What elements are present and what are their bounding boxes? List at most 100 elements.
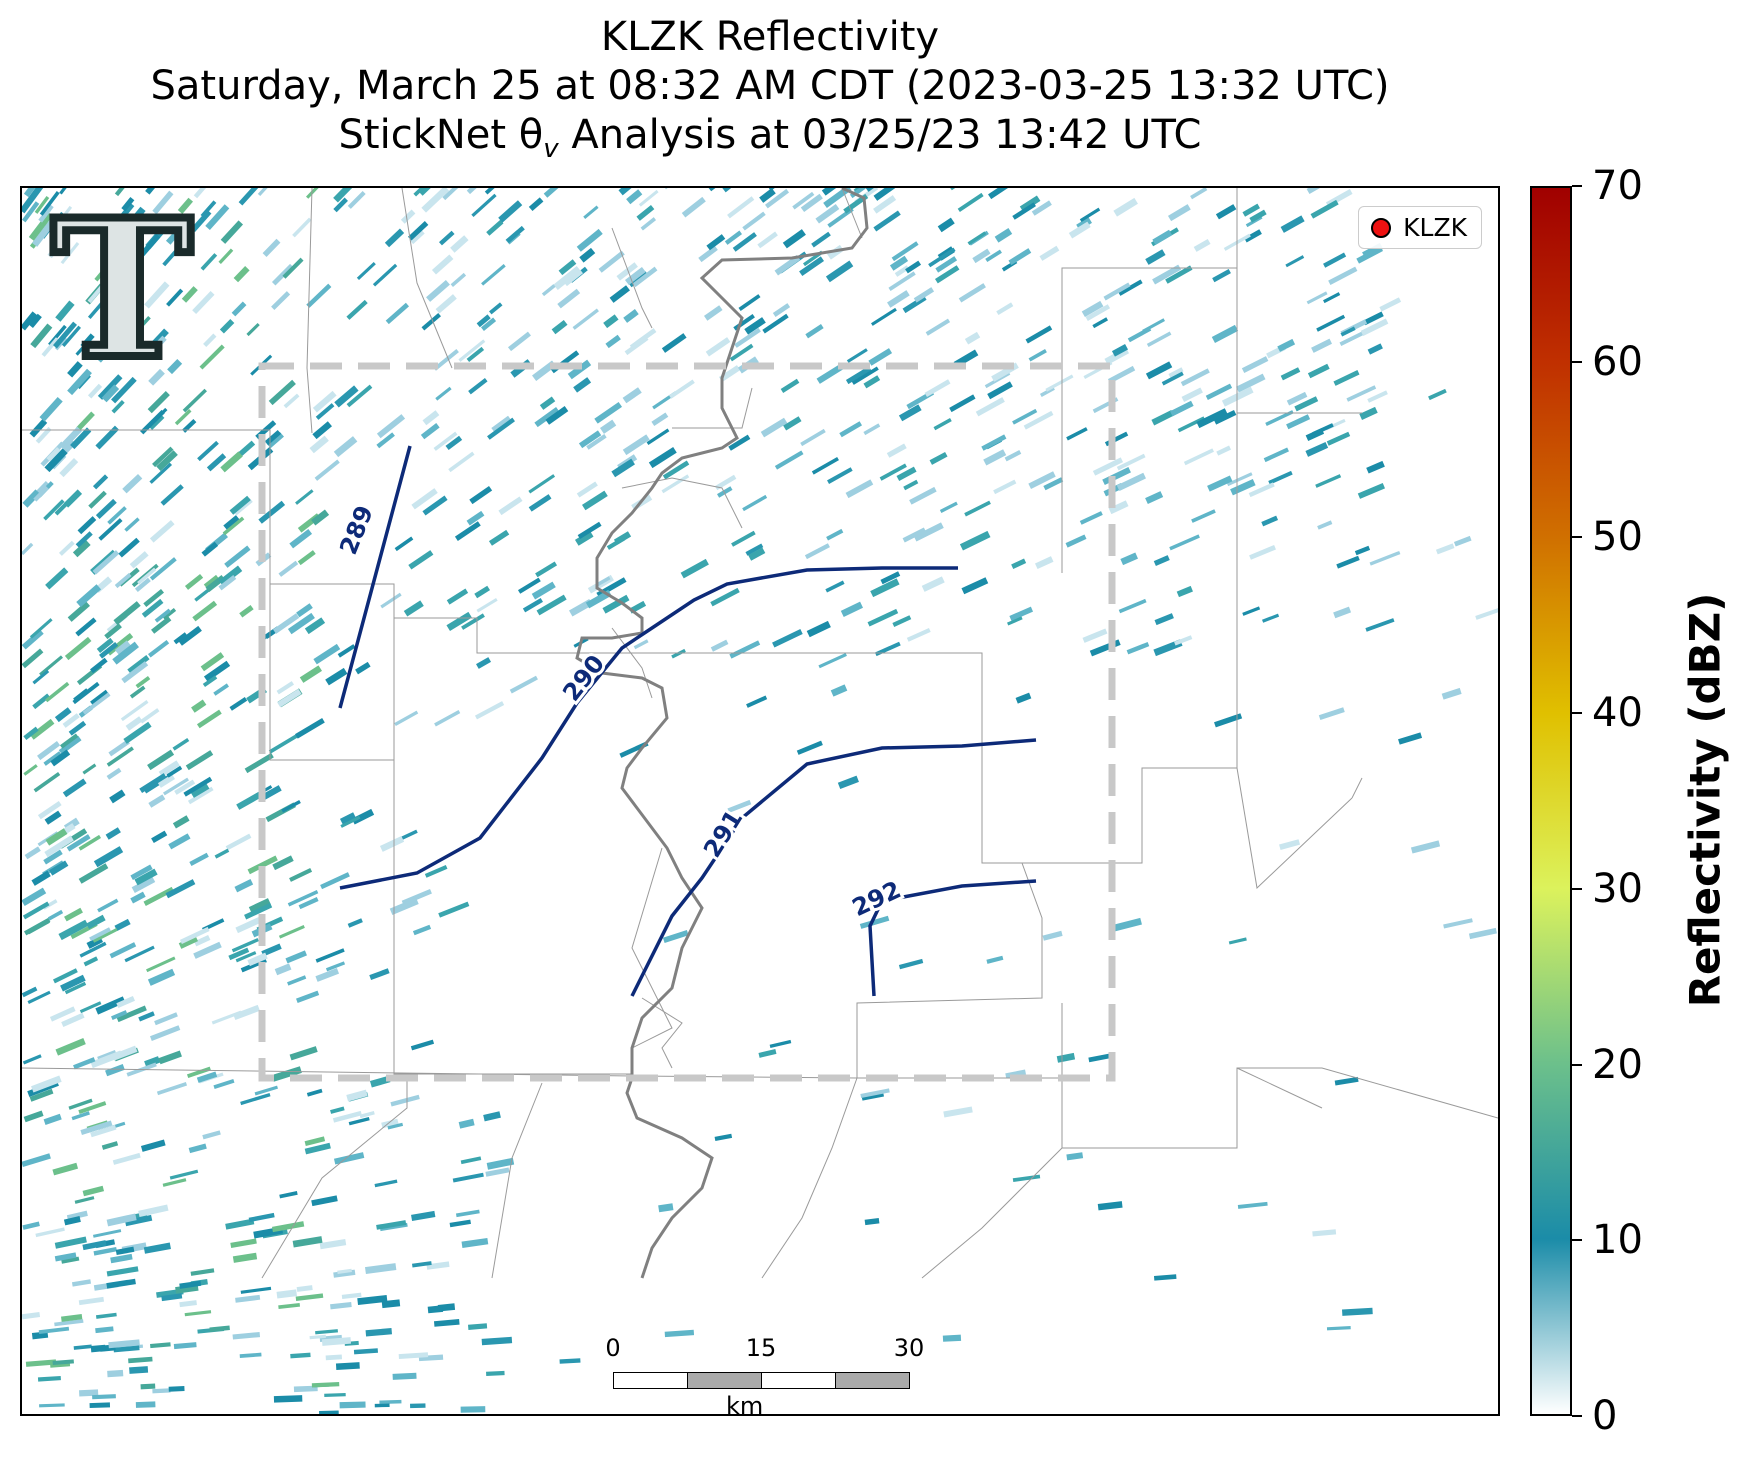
reflectivity-gate	[880, 571, 901, 585]
reflectivity-gate	[928, 247, 956, 268]
reflectivity-gate	[32, 669, 50, 685]
reflectivity-gate	[82, 692, 111, 715]
reflectivity-gate	[1468, 927, 1497, 940]
reflectivity-gate	[1152, 229, 1173, 245]
reflectivity-gate	[996, 302, 1014, 316]
reflectivity-gate	[80, 1120, 113, 1136]
reflectivity-gate	[868, 348, 893, 366]
reflectivity-gate	[411, 1210, 436, 1221]
reflectivity-gate	[225, 1218, 255, 1230]
reflectivity-gate	[806, 620, 831, 638]
reflectivity-gate	[92, 928, 118, 943]
reflectivity-gate	[535, 561, 558, 578]
reflectivity-gate	[1336, 555, 1360, 569]
reflectivity-gate	[662, 460, 690, 480]
reflectivity-gate	[106, 746, 134, 767]
reflectivity-gate	[240, 958, 267, 973]
map-panel[interactable]: 289 290 291 292 KLZK T	[20, 186, 1500, 1416]
reflectivity-gate	[509, 675, 538, 694]
reflectivity-gate	[233, 1004, 260, 1021]
reflectivity-gate	[181, 286, 198, 303]
reflectivity-gate	[320, 872, 350, 890]
reflectivity-gate	[45, 567, 69, 590]
reflectivity-gate	[1180, 368, 1210, 387]
reflectivity-gate	[1228, 937, 1247, 945]
reflectivity-gate	[244, 902, 273, 920]
reflectivity-gate	[780, 378, 800, 393]
reflectivity-gate	[455, 1209, 480, 1218]
reflectivity-gate	[113, 253, 132, 275]
reflectivity-gate	[277, 688, 302, 708]
reflectivity-gate	[517, 577, 541, 594]
reflectivity-gate	[44, 810, 62, 825]
reflectivity-gate	[1265, 410, 1294, 426]
reflectivity-gate	[1475, 608, 1498, 620]
reflectivity-gate	[71, 1279, 92, 1287]
reflectivity-gate	[24, 846, 41, 860]
reflectivity-gate	[118, 202, 135, 221]
reflectivity-gate	[233, 266, 250, 283]
reflectivity-gate	[357, 1294, 388, 1306]
reflectivity-gate	[1118, 279, 1143, 296]
reflectivity-gate	[203, 574, 220, 589]
scale-segment	[687, 1372, 762, 1389]
scale-segment	[761, 1372, 836, 1389]
reflectivity-gate	[390, 1094, 420, 1107]
reflectivity-gate	[811, 231, 831, 248]
reflectivity-field	[22, 188, 1498, 1414]
reflectivity-gate	[902, 295, 927, 314]
reflectivity-gate	[28, 211, 53, 241]
reflectivity-gate	[58, 735, 82, 755]
reflectivity-gate	[111, 1045, 138, 1061]
reflectivity-gate	[774, 450, 804, 470]
reflectivity-gate	[1043, 477, 1064, 491]
reflectivity-gate	[330, 1106, 345, 1114]
reflectivity-gate	[1085, 304, 1111, 321]
reflectivity-gate	[949, 394, 976, 413]
reflectivity-gate	[1116, 472, 1146, 492]
reflectivity-gate	[426, 279, 450, 302]
reflectivity-gate	[73, 1057, 96, 1070]
reflectivity-gate	[1307, 363, 1330, 379]
reflectivity-gate	[1215, 204, 1237, 220]
reflectivity-gate	[418, 188, 431, 196]
reflectivity-gate	[898, 404, 922, 422]
reflectivity-gate	[315, 948, 345, 963]
reflectivity-gate	[861, 1092, 884, 1101]
reflectivity-gate	[827, 467, 853, 485]
reflectivity-gate	[598, 250, 625, 273]
reflectivity-gate	[1216, 445, 1232, 456]
reflectivity-gate	[199, 344, 225, 370]
reflectivity-gate	[130, 891, 146, 904]
scale-unit: km	[726, 1392, 764, 1420]
reflectivity-gate	[309, 1334, 326, 1340]
reflectivity-gate	[845, 479, 874, 499]
reflectivity-gate	[182, 388, 207, 413]
reflectivity-gate	[44, 448, 68, 473]
reflectivity-gate	[285, 950, 307, 964]
reflectivity-gate	[1023, 410, 1054, 430]
reflectivity-gate	[401, 888, 432, 906]
reflectivity-gate	[1226, 472, 1253, 487]
reflectivity-gate	[131, 876, 156, 894]
reflectivity-gate	[29, 718, 55, 740]
reflectivity-gate	[442, 188, 459, 201]
reflectivity-gate	[296, 990, 320, 1004]
reflectivity-gate	[484, 188, 495, 195]
reflectivity-gate	[1068, 221, 1091, 239]
reflectivity-gate	[144, 1056, 161, 1068]
reflectivity-gate	[486, 1157, 515, 1170]
reflectivity-gate	[46, 447, 61, 462]
reflectivity-gate	[138, 233, 161, 259]
reflectivity-gate	[31, 1075, 62, 1093]
reflectivity-gate	[93, 1246, 117, 1256]
reflectivity-gate	[296, 1285, 313, 1292]
reflectivity-gate	[193, 188, 207, 199]
reflectivity-gate	[1079, 207, 1101, 222]
reflectivity-gate	[59, 188, 67, 195]
reflectivity-gate	[188, 1143, 207, 1154]
reflectivity-gate	[261, 943, 282, 957]
reflectivity-gate	[87, 282, 106, 304]
